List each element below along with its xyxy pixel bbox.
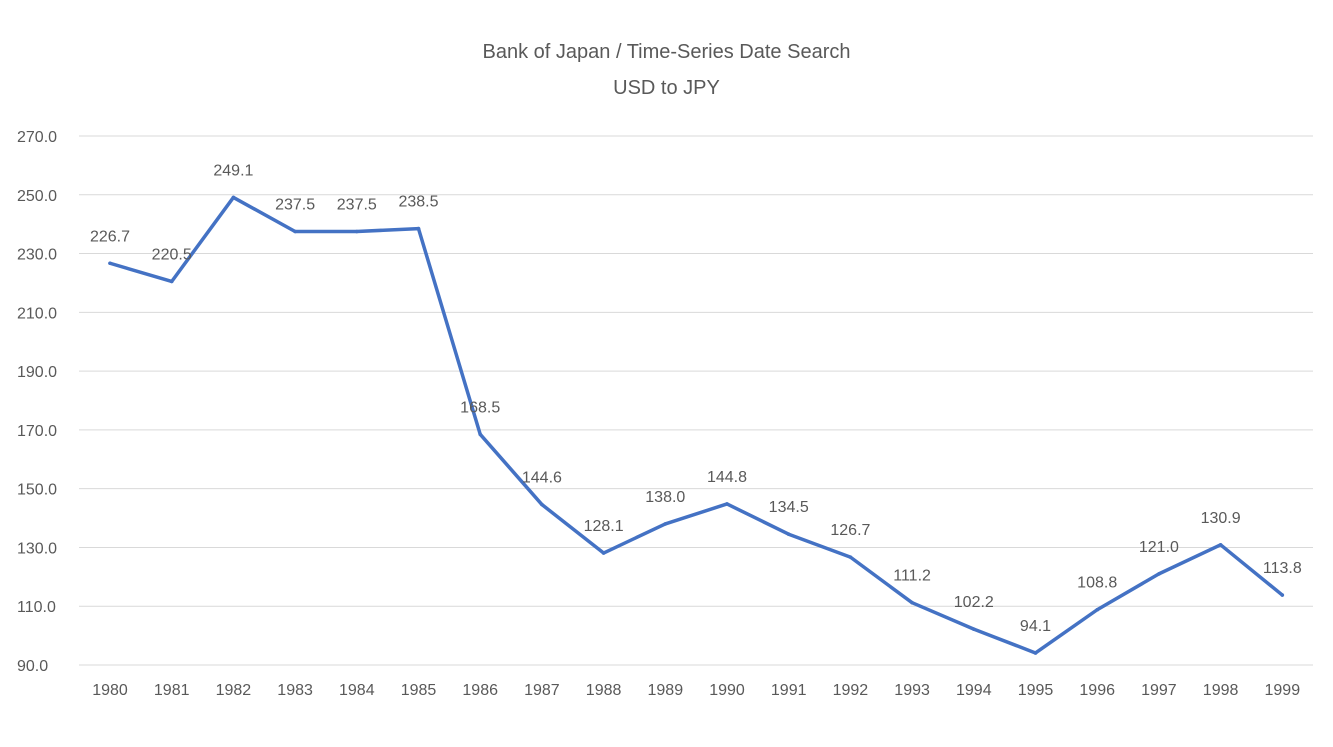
y-tick-label: 150.0 [17,482,57,499]
y-tick-label: 230.0 [17,247,57,264]
x-tick-label: 1982 [216,682,252,699]
data-point [848,555,853,559]
x-tick-label: 1987 [524,682,560,699]
data-labels: 226.7 220.5 249.1 237.5 237.5 238.5 168.5 144.6… [90,162,1302,635]
chart-subtitle: USD to JPY [613,77,720,99]
x-tick-label: 1984 [339,682,375,699]
x-tick-label: 1989 [648,682,684,699]
x-tick-label: 1996 [1079,682,1115,699]
y-tick-label: 90.0 [17,658,48,675]
x-tick-label: 1997 [1141,682,1177,699]
x-tick-label: 1991 [771,682,807,699]
gridlines [79,135,1313,666]
data-label: 130.9 [1201,510,1241,527]
data-point [169,279,174,284]
data-point [478,432,483,437]
data-label: 108.8 [1077,575,1117,592]
data-label: 249.1 [213,162,253,179]
data-point [1033,651,1038,655]
data-label: 144.6 [522,470,562,487]
y-tick-label: 190.0 [17,364,57,381]
x-tick-label: 1981 [154,682,190,699]
data-label: 168.5 [460,399,500,416]
data-label: 226.7 [90,228,130,245]
data-point [725,502,729,506]
x-tick-label: 1992 [833,682,869,699]
data-point [910,600,914,605]
y-tick-label: 170.0 [17,423,57,440]
data-point [601,551,606,555]
data-label: 128.1 [584,518,624,535]
x-tick-label: 1980 [92,682,128,699]
data-label: 111.2 [893,568,931,585]
data-label: 102.2 [954,594,994,611]
x-tick-label: 1988 [586,682,622,699]
data-point [293,229,297,234]
data-point [972,627,976,631]
data-label: 121.0 [1139,539,1179,556]
chart-title: Bank of Japan / Time-Series Date Search [482,41,851,63]
data-label: 238.5 [398,194,438,211]
data-label: 144.8 [707,469,747,486]
data-label: 237.5 [337,197,377,214]
data-label: 94.1 [1020,618,1051,635]
data-point [540,502,544,507]
x-tick-label: 1994 [956,682,992,699]
data-point [1218,542,1223,547]
data-point [786,532,791,537]
y-tick-label: 270.0 [17,129,57,146]
data-point [416,226,421,231]
x-axis-ticks: 1980 1981 1982 1983 1984 1985 1986 1987 1988 1989… [92,682,1300,699]
data-point [355,229,359,234]
x-tick-label: 1986 [462,682,498,699]
data-point [108,261,112,266]
data-point [1157,572,1161,576]
data-label: 134.5 [769,499,809,516]
data-label: 138.0 [645,489,685,506]
x-tick-label: 1983 [277,682,313,699]
y-tick-label: 110.0 [17,599,56,616]
y-axis-ticks: 90.0 110.0 130.0 150.0 170.0 190.0 210.0 230.0 2… [17,129,57,675]
data-point [231,195,236,200]
x-tick-label: 1993 [894,682,930,699]
x-tick-label: 1990 [709,682,745,699]
data-point [1280,593,1285,597]
x-tick-label: 1999 [1265,682,1301,699]
y-tick-label: 250.0 [17,188,57,205]
data-label: 220.5 [152,246,192,263]
data-label: 237.5 [275,197,315,214]
data-point [663,522,668,526]
data-label: 113.8 [1263,560,1302,577]
x-tick-label: 1995 [1018,682,1054,699]
x-tick-label: 1985 [401,682,437,699]
y-tick-label: 130.0 [17,540,57,557]
y-tick-label: 210.0 [17,305,57,322]
series-line [108,195,1285,655]
x-tick-label: 1998 [1203,682,1239,699]
data-point [1095,607,1099,612]
data-label: 126.7 [830,522,870,539]
series-layer [108,195,1285,655]
